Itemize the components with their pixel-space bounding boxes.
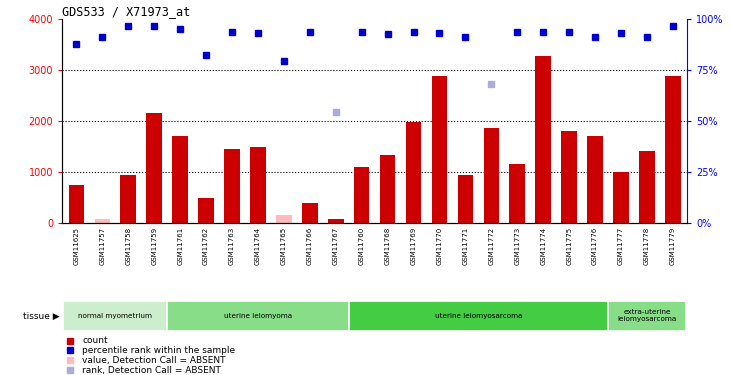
Text: percentile rank within the sample: percentile rank within the sample (82, 346, 235, 355)
Text: GSM11762: GSM11762 (203, 227, 209, 266)
Text: tissue ▶: tissue ▶ (23, 311, 60, 320)
Text: GSM11757: GSM11757 (99, 227, 105, 266)
Text: GSM11773: GSM11773 (515, 227, 520, 266)
Bar (458, 175, 473, 223)
Text: GSM11758: GSM11758 (125, 227, 132, 266)
Bar (432, 76, 447, 223)
Bar (613, 172, 629, 223)
Text: GSM11760: GSM11760 (359, 227, 365, 266)
Text: extra-uterine
leiomyosarcoma: extra-uterine leiomyosarcoma (617, 309, 677, 322)
Bar (64, 301, 167, 331)
Text: GSM11768: GSM11768 (385, 227, 390, 266)
Text: GSM11778: GSM11778 (644, 227, 650, 266)
Bar (535, 56, 551, 223)
Text: GSM11777: GSM11777 (618, 227, 624, 266)
Text: GSM11625: GSM11625 (73, 227, 80, 265)
Text: GSM11774: GSM11774 (540, 227, 546, 266)
Bar (406, 123, 421, 223)
Text: GSM11779: GSM11779 (670, 227, 676, 266)
Text: uterine leiomyosarcoma: uterine leiomyosarcoma (435, 313, 522, 319)
Text: count: count (82, 336, 107, 345)
Text: GSM11767: GSM11767 (333, 227, 338, 266)
Text: GSM11763: GSM11763 (229, 227, 235, 266)
Bar (167, 301, 349, 331)
Text: normal myometrium: normal myometrium (78, 313, 152, 319)
Bar (561, 130, 577, 223)
Bar (349, 301, 608, 331)
Bar (69, 185, 84, 223)
Bar (302, 203, 317, 223)
Bar (94, 219, 110, 223)
Bar (224, 149, 240, 223)
Text: GSM11769: GSM11769 (411, 227, 417, 266)
Text: GSM11772: GSM11772 (488, 227, 494, 266)
Bar (328, 219, 344, 223)
Bar (587, 136, 603, 223)
Text: GSM11771: GSM11771 (463, 227, 469, 266)
Bar (276, 215, 292, 223)
Text: GDS533 / X71973_at: GDS533 / X71973_at (62, 4, 190, 18)
Bar (354, 167, 369, 223)
Text: GSM11770: GSM11770 (436, 227, 442, 266)
Text: GSM11759: GSM11759 (151, 227, 157, 266)
Bar (665, 76, 681, 223)
Text: GSM11764: GSM11764 (255, 227, 261, 266)
Bar (198, 198, 214, 223)
Bar (146, 113, 162, 223)
Bar (250, 147, 265, 223)
Text: GSM11775: GSM11775 (566, 227, 572, 266)
Bar (380, 154, 395, 223)
Text: rank, Detection Call = ABSENT: rank, Detection Call = ABSENT (82, 366, 221, 375)
Text: GSM11776: GSM11776 (592, 227, 598, 266)
Text: GSM11761: GSM11761 (177, 227, 183, 266)
Text: GSM11766: GSM11766 (307, 227, 313, 266)
Bar (121, 175, 136, 223)
Text: GSM11765: GSM11765 (281, 227, 287, 266)
Text: uterine leiomyoma: uterine leiomyoma (224, 313, 292, 319)
Bar (510, 164, 525, 223)
Bar (608, 301, 686, 331)
Bar (484, 128, 499, 223)
Text: value, Detection Call = ABSENT: value, Detection Call = ABSENT (82, 356, 226, 365)
Bar (173, 136, 188, 223)
Bar (639, 151, 655, 223)
